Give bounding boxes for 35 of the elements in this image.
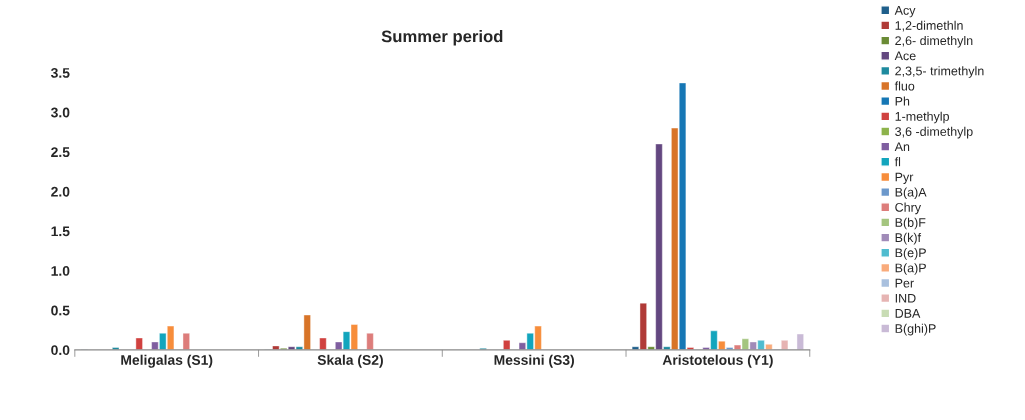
legend-label: Per [895, 278, 914, 288]
legend-label: Ph [895, 96, 910, 106]
legend-label: fluo [894, 81, 915, 91]
x-tick-label: Skala (S2) [317, 354, 383, 368]
y-tick-label: 0.0 [51, 345, 70, 356]
legend-label: Ace [894, 51, 916, 61]
chart-title: Summer period [381, 30, 503, 46]
legend-label: 2,3,5- trimethyln [895, 66, 984, 78]
legend-label: DBA [895, 309, 921, 318]
legend-label: fl [894, 157, 901, 167]
legend-label: B(a)P [895, 263, 926, 275]
y-tick-label: 3.0 [50, 107, 70, 118]
y-tick-label: 1.5 [51, 226, 70, 237]
legend-label: Acy [894, 6, 916, 18]
legend-label: An [894, 142, 910, 152]
x-tick-label: Messini (S3) [494, 354, 574, 368]
legend-label: Chry [895, 202, 922, 215]
legend-label: 2,6- dimethyln [895, 35, 973, 48]
y-tick-label: 1.0 [51, 265, 70, 276]
y-tick-label: 0.5 [51, 305, 70, 316]
legend-label: B(a)A [895, 187, 927, 200]
y-tick-label: 2.0 [51, 186, 70, 197]
legend-label: B(ghi)P [895, 323, 936, 336]
legend-label: Pyr [895, 172, 914, 184]
x-tick-label: Aristotelous (Y1) [662, 354, 773, 368]
legend-label: B(e)P [895, 248, 926, 260]
legend-label: 3,6 -dimethylp [895, 126, 973, 139]
legend-label: 1-methylp [895, 111, 949, 124]
legend-label: 1,2-dimethln [895, 20, 963, 32]
legend-label: B(k)f [895, 232, 922, 245]
x-tick-label: Meligalas (S1) [121, 354, 213, 368]
legend-label: B(b)F [895, 217, 926, 230]
y-tick-label: 3.5 [50, 67, 70, 78]
y-tick-label: 2.5 [51, 147, 70, 158]
legend-label: IND [895, 293, 916, 303]
